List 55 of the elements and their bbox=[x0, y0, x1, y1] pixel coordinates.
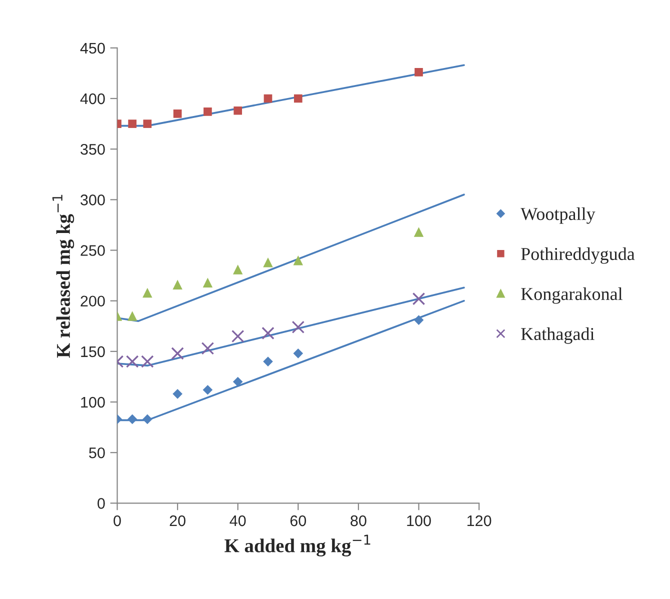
point bbox=[234, 106, 242, 115]
x-tick-label: 40 bbox=[230, 515, 246, 526]
y-tick-label: 0 bbox=[98, 498, 105, 509]
point bbox=[128, 120, 136, 128]
point bbox=[414, 68, 423, 76]
point bbox=[231, 330, 244, 343]
point bbox=[293, 256, 304, 266]
y-tick-label: 50 bbox=[89, 447, 105, 458]
point bbox=[202, 384, 213, 395]
y-tick-label: 250 bbox=[80, 245, 105, 256]
y-tick-label: 100 bbox=[81, 396, 105, 408]
point bbox=[127, 311, 138, 321]
x-tick-label: 20 bbox=[170, 515, 186, 526]
point bbox=[263, 356, 273, 366]
point bbox=[171, 347, 184, 360]
point bbox=[412, 292, 426, 306]
x-tick-label: 120 bbox=[467, 515, 492, 526]
point bbox=[263, 258, 273, 268]
y-tick-label: 200 bbox=[80, 296, 105, 307]
legend-label: Kongarakonal bbox=[521, 287, 622, 304]
legend-label: Wootpally bbox=[520, 207, 596, 224]
point bbox=[414, 227, 424, 237]
x-tick-label: 100 bbox=[407, 515, 431, 526]
point bbox=[126, 355, 139, 368]
x-axis-title: K added mg kg$^{−1}$ bbox=[224, 534, 370, 556]
point bbox=[173, 110, 182, 118]
point bbox=[204, 107, 212, 116]
x-tick-label: 0 bbox=[114, 515, 121, 526]
y-tick-label: 150 bbox=[81, 346, 105, 358]
point bbox=[202, 278, 213, 288]
point bbox=[142, 288, 152, 298]
legend-label: Kathagadi bbox=[521, 327, 594, 344]
point bbox=[294, 94, 302, 103]
point bbox=[172, 280, 182, 290]
legend-label: Pothireddyguda bbox=[521, 247, 635, 264]
point bbox=[293, 348, 304, 358]
point bbox=[264, 94, 272, 103]
point bbox=[414, 315, 424, 325]
x-tick-label: 80 bbox=[350, 515, 366, 526]
point bbox=[292, 320, 305, 334]
y-tick-label: 400 bbox=[80, 93, 105, 104]
point bbox=[143, 120, 152, 128]
y-tick-label: 350 bbox=[80, 144, 105, 155]
point bbox=[172, 388, 182, 399]
y-tick-label: 300 bbox=[80, 194, 105, 206]
point bbox=[141, 355, 154, 368]
point bbox=[232, 264, 243, 274]
point bbox=[142, 414, 152, 424]
y-tick-label: 450 bbox=[80, 42, 105, 54]
point bbox=[262, 326, 274, 340]
x-tick-label: 60 bbox=[290, 515, 306, 526]
point bbox=[201, 342, 214, 355]
y-axis-title: K released mg kg$^{−1}$ bbox=[52, 194, 74, 358]
point bbox=[232, 376, 243, 387]
point bbox=[127, 414, 138, 424]
